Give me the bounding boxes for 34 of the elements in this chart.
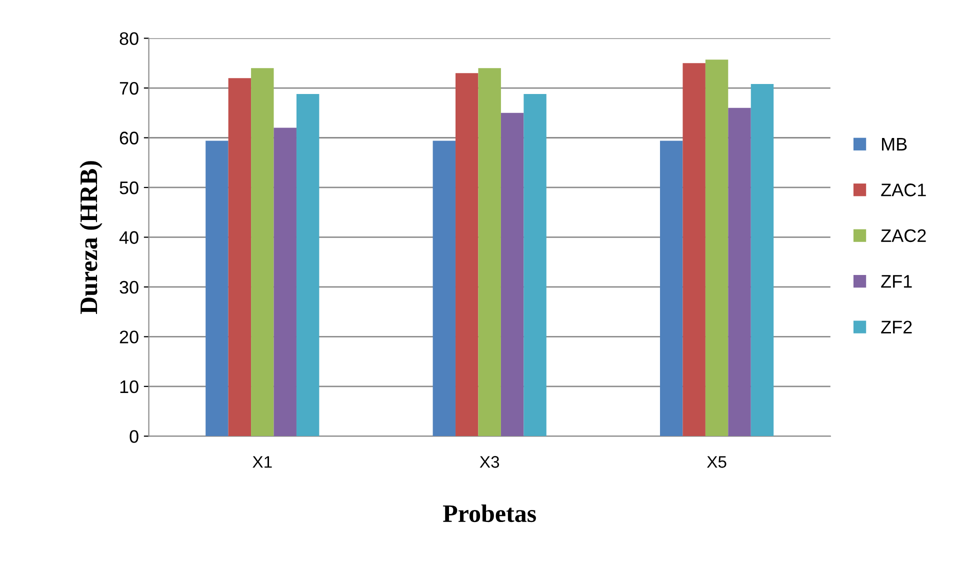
bar	[206, 140, 228, 436]
y-axis-title: Dureza (HRB)	[80, 161, 102, 314]
bar	[524, 94, 546, 436]
legend-label: ZAC2	[881, 229, 926, 242]
y-tick-label: 10	[120, 380, 138, 394]
legend-label: ZAC1	[881, 184, 926, 196]
x-tick-label: X5	[706, 456, 726, 468]
bar	[660, 140, 683, 436]
bar	[478, 68, 501, 436]
y-tick-label: 30	[120, 280, 138, 294]
x-axis-title: Probetas	[443, 504, 536, 522]
bar	[251, 68, 274, 436]
x-tick-label: X1	[252, 456, 272, 468]
bar	[228, 78, 252, 436]
y-tick-label: 20	[120, 330, 138, 344]
legend-label: ZF1	[881, 275, 912, 288]
legend-label: ZF2	[881, 320, 912, 334]
y-tick-label: 70	[120, 82, 138, 95]
bar	[500, 112, 524, 436]
bar	[728, 108, 751, 436]
y-tick-label: 50	[120, 181, 138, 194]
y-tick-label: 60	[120, 132, 138, 144]
y-tick-label: 80	[120, 32, 138, 45]
bar	[296, 94, 320, 436]
bar	[750, 84, 774, 436]
legend-label: MB	[882, 138, 907, 150]
bar	[432, 140, 456, 436]
bar	[682, 63, 706, 436]
bar	[456, 73, 478, 436]
y-tick-label: 40	[119, 231, 138, 244]
y-tick-label: 0	[130, 430, 138, 443]
x-tick-label: X3	[480, 456, 500, 468]
bar	[705, 60, 728, 436]
bar	[274, 128, 296, 436]
